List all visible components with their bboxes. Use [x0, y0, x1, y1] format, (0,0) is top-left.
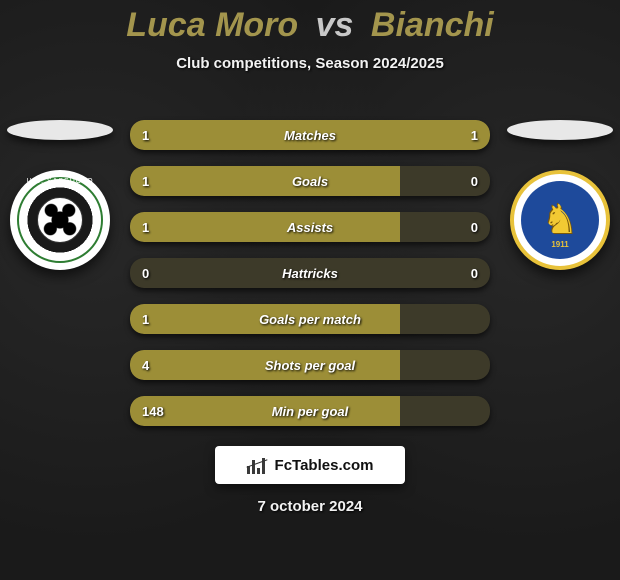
stat-value-left: 1	[130, 128, 186, 143]
brand-text: FcTables.com	[275, 457, 374, 474]
stat-label: Shots per goal	[186, 358, 434, 373]
stat-row: 148Min per goal	[130, 396, 490, 426]
crest-left: U.S. SASSUOLO	[10, 170, 110, 270]
stat-value-left: 1	[130, 312, 186, 327]
stat-value-left: 1	[130, 174, 186, 189]
stat-row: 1Goals0	[130, 166, 490, 196]
platform-shadow-right	[507, 120, 613, 140]
crest-right: ♞ 1911	[510, 170, 610, 270]
stat-label: Hattricks	[186, 266, 434, 281]
team-left: U.S. SASSUOLO	[0, 120, 120, 270]
stat-label: Goals	[186, 174, 434, 189]
lion-icon: ♞	[542, 200, 578, 240]
soccer-ball-icon	[37, 197, 83, 243]
stat-row: 4Shots per goal	[130, 350, 490, 380]
footer-date: 7 october 2024	[0, 498, 620, 515]
stat-label: Matches	[186, 128, 434, 143]
stat-value-left: 4	[130, 358, 186, 373]
stat-value-left: 1	[130, 220, 186, 235]
crest-left-text: U.S. SASSUOLO	[12, 178, 108, 185]
stat-value-right: 0	[434, 174, 490, 189]
subtitle: Club competitions, Season 2024/2025	[0, 55, 620, 72]
crest-right-year: 1911	[551, 240, 568, 249]
stat-value-right: 0	[434, 266, 490, 281]
stat-value-right: 0	[434, 220, 490, 235]
comparison-card: Luca Moro vs Bianchi Club competitions, …	[0, 0, 620, 580]
page-title: Luca Moro vs Bianchi	[0, 0, 620, 45]
stat-value-left: 148	[130, 404, 186, 419]
stat-row: 1Goals per match	[130, 304, 490, 334]
stat-value-left: 0	[130, 266, 186, 281]
stat-value-right: 1	[434, 128, 490, 143]
stat-label: Assists	[186, 220, 434, 235]
stat-row: 1Matches1	[130, 120, 490, 150]
stat-row: 0Hattricks0	[130, 258, 490, 288]
team-right: ♞ 1911	[500, 120, 620, 270]
crest-left-ring	[17, 177, 103, 263]
stat-row: 1Assists0	[130, 212, 490, 242]
stat-label: Goals per match	[186, 312, 434, 327]
vs-label: vs	[316, 6, 354, 44]
platform-shadow-left	[7, 120, 113, 140]
stat-label: Min per goal	[186, 404, 434, 419]
brand-badge[interactable]: FcTables.com	[215, 446, 405, 484]
player2-name: Bianchi	[371, 6, 494, 44]
bar-chart-icon	[247, 456, 269, 474]
crest-right-inner: ♞ 1911	[521, 181, 599, 259]
stat-rows: 1Matches11Goals01Assists00Hattricks01Goa…	[130, 120, 490, 442]
player1-name: Luca Moro	[126, 6, 298, 44]
